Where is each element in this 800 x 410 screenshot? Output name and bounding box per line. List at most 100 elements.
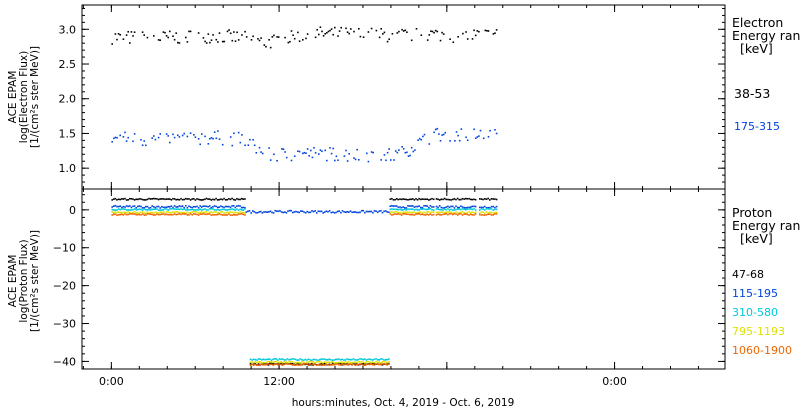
data-point	[455, 213, 457, 215]
data-point	[306, 148, 309, 150]
data-point	[465, 31, 467, 33]
data-point	[286, 363, 289, 365]
data-point	[330, 152, 333, 155]
y-tick-label: 0	[69, 204, 76, 217]
data-point	[260, 37, 262, 39]
data-point	[485, 198, 488, 200]
data-point	[297, 150, 299, 152]
data-point	[197, 138, 200, 140]
data-point	[159, 211, 161, 213]
data-point	[415, 205, 417, 208]
data-point	[346, 362, 348, 365]
data-point	[249, 361, 252, 363]
data-point	[224, 212, 227, 214]
data-point	[186, 198, 189, 200]
data-point	[466, 208, 469, 210]
data-point	[207, 209, 209, 211]
data-point	[253, 362, 255, 364]
data-point	[447, 198, 449, 201]
data-point	[177, 198, 179, 201]
data-point	[119, 211, 121, 214]
data-point	[185, 213, 187, 215]
data-point	[450, 212, 452, 215]
data-point	[438, 133, 440, 135]
data-point	[383, 360, 385, 363]
data-point	[215, 209, 217, 211]
data-point	[391, 208, 393, 210]
electron-y-label-line-2: log(Electron Flux)	[18, 51, 30, 143]
data-point	[234, 214, 237, 216]
data-point	[429, 211, 432, 214]
data-point	[482, 214, 484, 216]
data-point	[270, 359, 273, 361]
data-point	[208, 198, 211, 200]
data-point	[153, 135, 155, 137]
data-point	[450, 211, 452, 213]
data-point	[484, 29, 487, 32]
data-point	[193, 209, 195, 211]
data-point	[146, 213, 149, 215]
data-point	[137, 198, 139, 201]
data-point	[322, 362, 324, 364]
data-point	[420, 208, 422, 210]
data-point	[440, 198, 443, 201]
data-point	[453, 207, 456, 209]
data-point	[293, 358, 295, 360]
data-point	[137, 211, 139, 214]
data-point	[474, 211, 477, 214]
data-point	[196, 209, 198, 211]
data-point	[391, 33, 394, 35]
data-point	[383, 210, 385, 213]
data-point	[228, 205, 230, 208]
data-point	[278, 361, 281, 364]
data-point	[413, 214, 416, 216]
data-point	[404, 208, 406, 210]
data-point	[212, 214, 214, 216]
data-point	[364, 358, 366, 360]
data-point	[445, 211, 447, 213]
data-point	[194, 136, 197, 138]
data-point	[298, 211, 300, 214]
data-point	[259, 361, 261, 363]
data-point	[468, 214, 470, 216]
data-point	[169, 198, 171, 200]
data-point	[133, 199, 136, 201]
data-point	[378, 210, 381, 212]
data-point	[296, 359, 298, 361]
electron-legend-title-2: Energy range	[732, 28, 800, 43]
data-point	[343, 211, 345, 213]
y-tick-label: −40	[53, 355, 76, 368]
data-point	[237, 205, 240, 207]
data-point	[224, 214, 227, 216]
data-point	[188, 205, 190, 207]
data-point	[199, 205, 201, 207]
data-point	[228, 213, 230, 215]
data-point	[260, 210, 262, 213]
data-point	[111, 199, 113, 201]
data-point	[485, 211, 488, 213]
data-point	[313, 147, 315, 149]
data-point	[177, 208, 179, 210]
data-point	[143, 214, 145, 216]
data-point	[117, 211, 120, 213]
data-point	[233, 31, 235, 33]
data-point	[121, 212, 123, 214]
data-point	[368, 361, 371, 364]
data-point	[212, 211, 214, 214]
data-point	[370, 363, 372, 366]
series-38-53	[111, 26, 498, 49]
data-point	[135, 213, 137, 216]
electron-legend-title-1: Electron	[732, 15, 783, 30]
data-point	[352, 211, 355, 213]
data-point	[127, 136, 129, 139]
data-point	[226, 209, 229, 211]
data-point	[378, 363, 381, 366]
data-point	[408, 213, 411, 216]
data-point	[400, 198, 403, 201]
data-point	[339, 359, 342, 361]
data-point	[324, 211, 326, 213]
data-point	[334, 26, 336, 29]
data-point	[204, 213, 206, 215]
data-point	[288, 363, 290, 365]
data-point	[309, 363, 311, 365]
